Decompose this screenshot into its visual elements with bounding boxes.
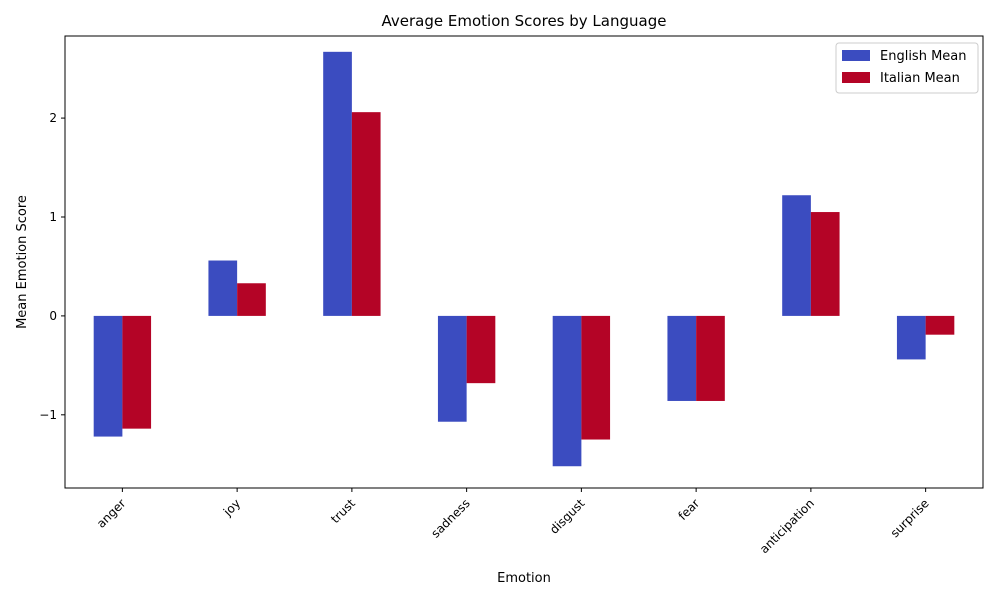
- legend-box: [835, 42, 979, 94]
- bar-english-trust: [323, 51, 352, 316]
- bar-english-sadness: [437, 315, 467, 422]
- y-tick-label: −1: [39, 408, 57, 422]
- legend: English Mean Italian Mean: [835, 42, 979, 94]
- y-tick-label: 1: [49, 210, 57, 224]
- bar-italian-joy: [237, 283, 266, 316]
- y-axis-ticks: −1 0 1 2: [39, 111, 65, 422]
- bar-italian-disgust: [581, 315, 611, 440]
- legend-label-italian: Italian Mean: [880, 71, 960, 86]
- bar-english-anger: [93, 315, 123, 437]
- legend-label-english: English Mean: [880, 49, 967, 64]
- bar-italian-surprise: [925, 315, 955, 335]
- bars-layer: [93, 51, 955, 467]
- bar-italian-anger: [122, 315, 152, 429]
- legend-swatch-english: [842, 50, 870, 61]
- y-tick-label: 2: [49, 111, 57, 125]
- bar-italian-trust: [351, 112, 381, 316]
- bar-italian-fear: [696, 315, 725, 401]
- legend-swatch-italian: [842, 72, 870, 83]
- plot-frame: [64, 35, 984, 489]
- bar-italian-sadness: [466, 315, 496, 384]
- bar-italian-anticipation: [810, 212, 840, 316]
- x-axis-label: Emotion: [497, 571, 551, 586]
- y-axis-label: Mean Emotion Score: [15, 195, 30, 329]
- chart-title: Average Emotion Scores by Language: [382, 12, 667, 30]
- y-tick-label: 0: [49, 309, 57, 323]
- bar-english-anticipation: [782, 195, 811, 316]
- bar-english-joy: [208, 260, 238, 316]
- bar-english-surprise: [896, 315, 926, 360]
- bar-english-disgust: [552, 315, 582, 467]
- bar-english-fear: [667, 315, 697, 401]
